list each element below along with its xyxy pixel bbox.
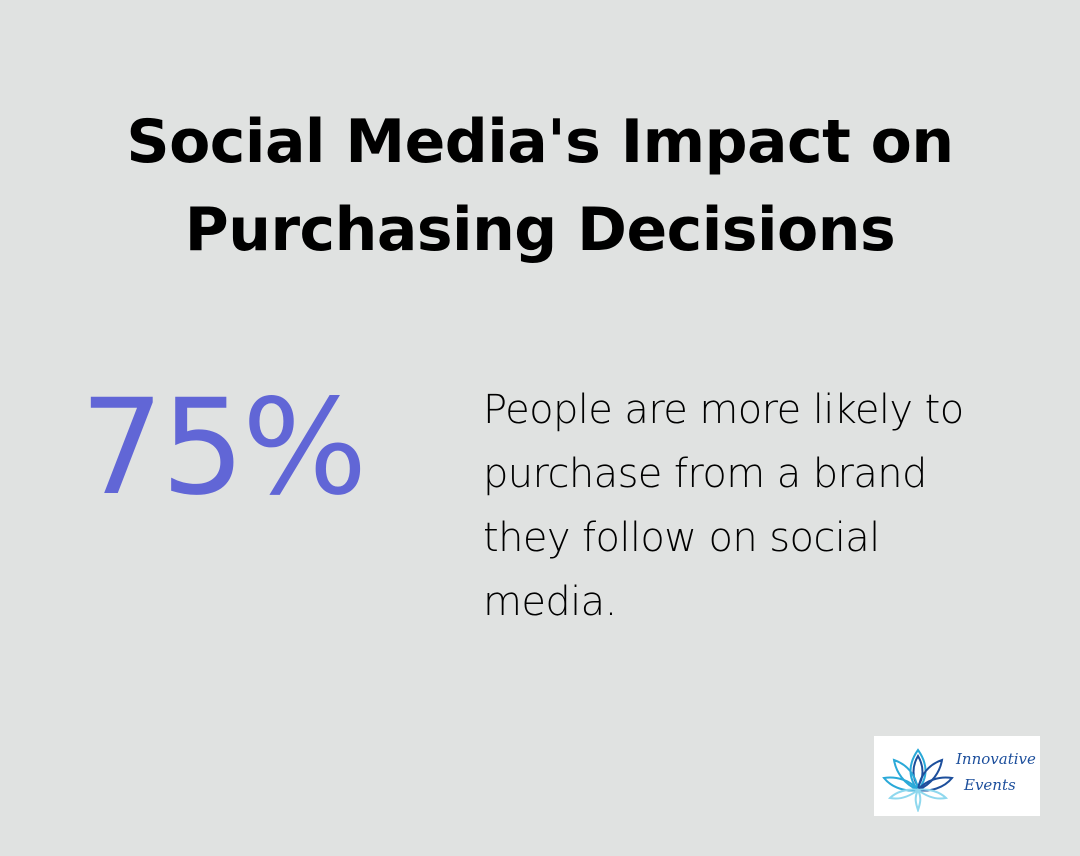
stat-description: People are more likely to purchase from … [483, 387, 964, 625]
logo-line-2: Events [964, 776, 1016, 794]
brand-logo: Innovative Events [874, 736, 1040, 816]
stat-value: 75% [80, 371, 367, 525]
logo-wordmark: Innovative Events [956, 746, 1038, 798]
page-title: Social Media's Impact on Purchasing Deci… [126, 107, 954, 265]
logo-line-1: Innovative [956, 750, 1036, 768]
lotus-flower-icon [882, 748, 954, 812]
